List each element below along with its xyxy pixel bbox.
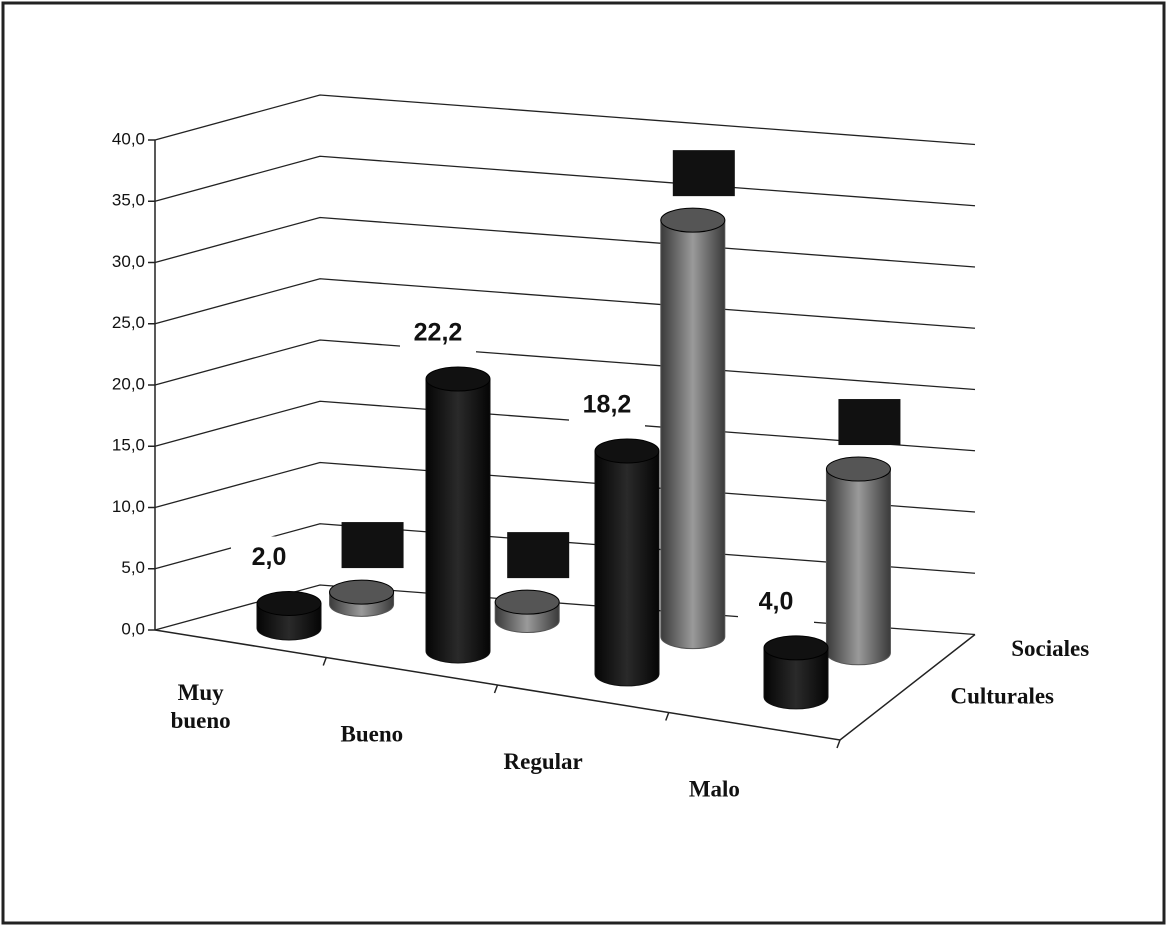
category-tick [493, 684, 499, 694]
category-tick [322, 657, 327, 666]
cylinder-top [825, 456, 891, 482]
grid-line [154, 94, 976, 146]
cylinder [329, 579, 395, 617]
y-tick-label: 35,0 [112, 191, 145, 210]
grid-line [154, 216, 976, 268]
x-tick-label-line: bueno [171, 708, 231, 733]
y-tick-label: 40,0 [112, 129, 145, 148]
x-tick-label: Muy bueno [171, 680, 231, 733]
y-tick-label: 5,0 [121, 558, 145, 577]
cylinder [594, 438, 660, 687]
cylinder-top [494, 589, 560, 615]
grid-line [154, 523, 976, 574]
x-tick-label-line: Malo [689, 777, 740, 802]
x-tick-label: Bueno [341, 722, 404, 747]
y-tick-label: 15,0 [112, 436, 145, 455]
cylinder-body [825, 468, 891, 666]
grid-line [154, 339, 976, 391]
value-label-box [400, 311, 476, 356]
cylinder [256, 590, 322, 641]
x-tick-label-line: Muy [178, 680, 225, 705]
cylinder-top [329, 579, 395, 605]
x-tick-label-line: Regular [504, 749, 583, 774]
legend-label: Sociales [1011, 636, 1089, 661]
y-tick-label: 10,0 [112, 497, 145, 516]
grid-line [154, 400, 976, 452]
category-tick [836, 739, 841, 749]
x-tick-label: Malo [689, 777, 740, 802]
category-tick [665, 712, 670, 721]
value-label-box [231, 536, 307, 581]
cylinder [825, 456, 891, 666]
value-label-box [672, 150, 735, 197]
y-tick-label: 25,0 [112, 313, 145, 332]
cylinder-body [425, 378, 491, 664]
cylinder-top [660, 207, 726, 233]
x-tick-label-line: Bueno [341, 722, 404, 747]
cylinder [494, 589, 560, 633]
cylinder-body [594, 450, 660, 687]
legend-label: Culturales [951, 684, 1055, 709]
value-label-box [838, 399, 901, 446]
value-label-box [738, 580, 814, 625]
cylinder [660, 207, 726, 650]
cylinder-top [425, 366, 491, 392]
value-label-box [341, 522, 404, 569]
value-label: 22,2 [414, 319, 463, 347]
y-tick-label: 30,0 [112, 252, 145, 271]
y-tick-label: 0,0 [121, 619, 145, 638]
value-label-box [507, 532, 570, 579]
cylinder-body [763, 647, 829, 710]
value-label: 2,0 [252, 543, 287, 571]
grid-line [154, 278, 976, 329]
cylinder-top [256, 590, 322, 616]
y-tick-label: 20,0 [112, 374, 145, 393]
grid-line [154, 461, 976, 513]
cylinder-body [660, 219, 726, 650]
value-label: 4,0 [759, 587, 794, 615]
cylinder [763, 635, 829, 710]
cylinder [425, 366, 491, 664]
value-label: 18,2 [583, 391, 632, 419]
value-label-box [569, 383, 645, 428]
grid-line [154, 155, 976, 207]
cylinder-top [763, 635, 829, 661]
x-tick-label: Regular [504, 749, 583, 774]
cylinder-top [594, 438, 660, 464]
